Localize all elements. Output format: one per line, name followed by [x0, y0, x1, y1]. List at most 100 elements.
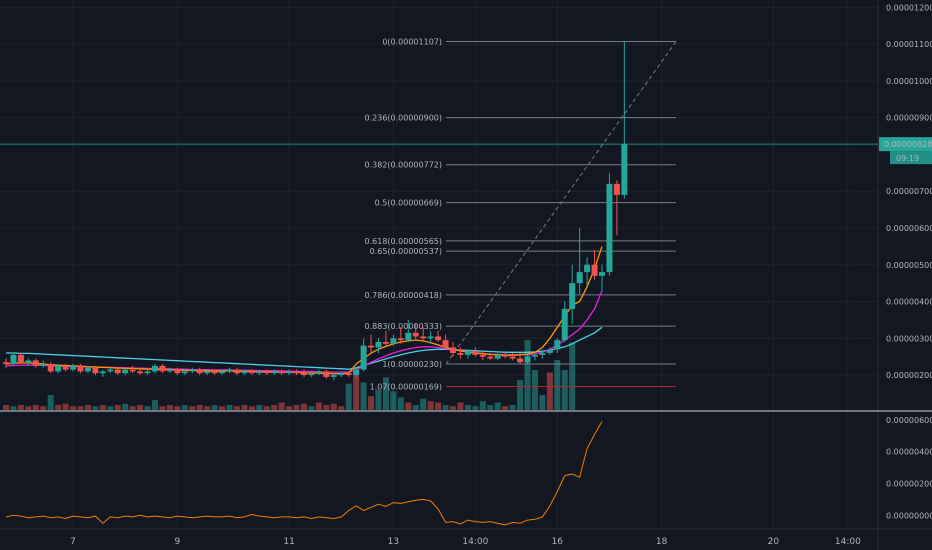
candle-body — [10, 354, 17, 365]
volume-bar — [84, 405, 91, 410]
candle-body — [32, 360, 39, 366]
osc-tick-label: 0.00000000 — [886, 511, 932, 520]
volume-bar — [181, 405, 188, 410]
candle-body — [360, 345, 367, 370]
time-axis[interactable]: 7 9 11 13 14:00 16 18 20 14:00 — [0, 528, 932, 547]
candle-body — [330, 375, 337, 377]
volume-bar — [99, 405, 106, 410]
volume-bar — [17, 405, 24, 410]
time-tick-label: 13 — [388, 537, 399, 547]
candle-body — [554, 340, 561, 350]
candle-body — [70, 365, 77, 370]
volume-bar — [174, 406, 181, 410]
candle-body — [382, 341, 389, 344]
candle-body — [420, 336, 427, 339]
fib-level-label: 1(0.00000230) — [382, 360, 442, 369]
volume-bar — [137, 405, 144, 410]
candle-body — [368, 345, 375, 348]
fib-level-label: 0.236(0.00000900) — [365, 114, 443, 123]
volume-bar — [375, 390, 382, 410]
volume-bar — [271, 405, 278, 410]
candle-body — [286, 371, 293, 374]
candle-body — [584, 264, 591, 273]
candle-body — [509, 356, 516, 359]
volume-bar — [412, 405, 419, 410]
volume-bar — [189, 406, 196, 410]
candle-body — [539, 353, 546, 355]
price-tick-label: 0.00000300 — [886, 334, 932, 343]
volume-bar — [256, 405, 263, 410]
candle-body — [457, 353, 464, 355]
volume-bar — [10, 406, 17, 410]
candle-body — [122, 369, 129, 374]
volume-bar — [464, 405, 471, 410]
volume-bar — [382, 377, 389, 410]
countdown-timer: 09:19 — [896, 154, 919, 163]
osc-tick-label: 0.00000600 — [886, 416, 932, 425]
volume-bar — [122, 403, 129, 410]
volume-bar — [546, 372, 553, 410]
candle-body — [189, 369, 196, 372]
candle-body — [479, 354, 486, 357]
volume-bar — [211, 405, 218, 410]
candle-body — [315, 371, 322, 374]
oscillator-axis[interactable]: 0.00000600 0.00000400 0.00000200 0.00000000 — [886, 416, 932, 520]
fibonacci-retracement[interactable]: 0(0.00001107) 0.236(0.00000900) 0.382(0.00… — [365, 38, 677, 392]
volume-bar — [70, 406, 77, 410]
candle-body — [137, 371, 144, 374]
candle-body — [613, 183, 620, 195]
fib-level-label: 0.5(0.00000669) — [375, 199, 442, 208]
candle-body — [25, 360, 32, 363]
volume-bar — [159, 406, 166, 410]
price-tick-label: 0.00001000 — [886, 77, 932, 86]
candle-body — [502, 354, 509, 357]
volume-bar — [114, 405, 121, 410]
volume-bar — [40, 406, 47, 410]
price-tick-label: 0.00000400 — [886, 298, 932, 307]
candle-body — [435, 336, 442, 341]
volume-bar — [397, 397, 404, 410]
candle-body — [487, 356, 494, 359]
volume-bar — [315, 402, 322, 410]
price-tick-label: 0.00000200 — [886, 371, 932, 380]
candle-body — [353, 369, 360, 376]
volume-bar — [450, 406, 456, 410]
volume-bar — [219, 406, 226, 410]
candle-body — [561, 308, 568, 341]
candle-body — [219, 371, 226, 374]
volume-bar — [204, 406, 211, 410]
current-price-value: 0.00000828 — [884, 140, 932, 149]
time-tick-label: 9 — [174, 537, 180, 547]
price-tick-label: 0.00000500 — [886, 261, 932, 270]
volume-bar — [427, 401, 434, 410]
volume-bar — [166, 405, 173, 410]
candle-body — [338, 373, 345, 376]
fib-level-label: 0.618(0.00000565) — [365, 237, 443, 246]
candle-body — [494, 354, 501, 359]
fib-level-label: 0(0.00001107) — [382, 38, 442, 47]
volume-bar — [107, 406, 114, 410]
candle-body — [517, 358, 524, 363]
oscillator-line — [5, 421, 603, 526]
volume-bar — [55, 405, 62, 410]
volume-bar — [233, 406, 240, 410]
volume-bar — [286, 406, 293, 410]
candle-body — [293, 371, 300, 374]
time-tick-label: 18 — [656, 537, 668, 547]
candle-body — [450, 347, 456, 354]
time-tick-label: 20 — [768, 537, 780, 547]
candle-body — [226, 369, 233, 372]
volume-bar — [25, 406, 32, 410]
volume-bar — [338, 406, 345, 410]
volume-bar — [435, 402, 442, 410]
volume-bar — [502, 406, 509, 410]
fib-level-label: 0.786(0.00000418) — [365, 291, 443, 300]
volume-bar — [62, 403, 69, 410]
candle-body — [301, 373, 307, 376]
candle-body — [345, 373, 352, 376]
volume-bar — [144, 406, 151, 410]
candle-body — [174, 369, 181, 374]
